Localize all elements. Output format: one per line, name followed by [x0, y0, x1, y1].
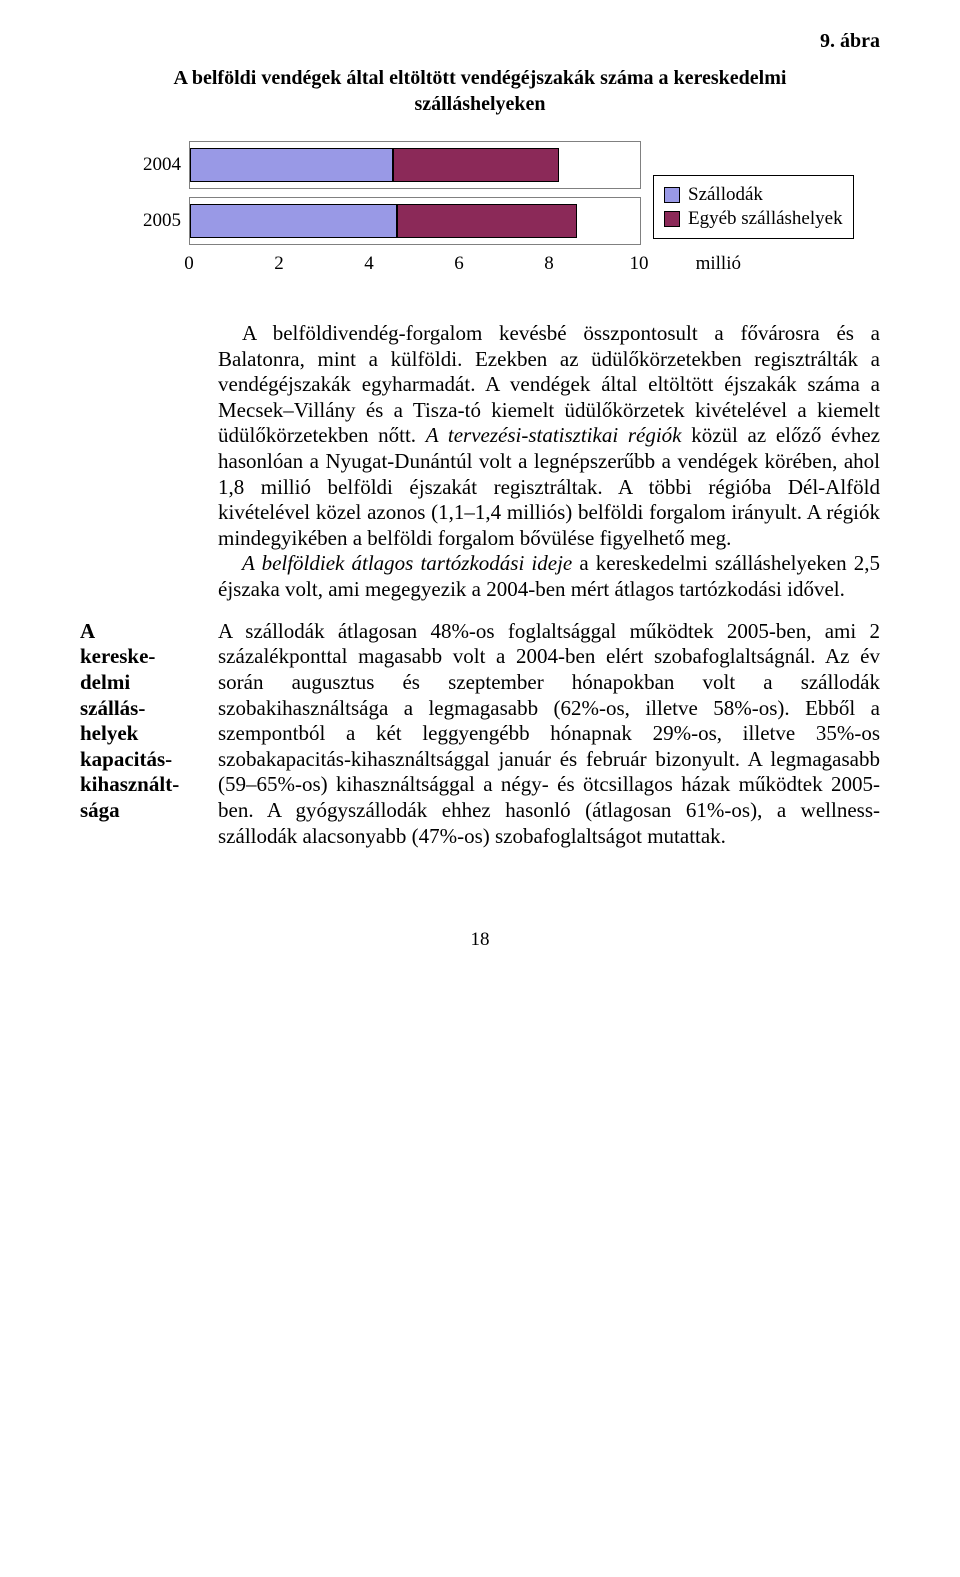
chart-plot: 2004 2005 0 2 4 6 8 10 mil: [136, 133, 641, 281]
paragraph-2: A belföldiek átlagos tartózkodási ideje …: [218, 551, 880, 602]
sidebar-heading: Akereske-delmiszállás-helyekkapacitás-ki…: [80, 619, 218, 824]
figure-label: 9. ábra: [80, 30, 880, 53]
legend-item-1: Egyéb szálláshelyek: [664, 208, 843, 230]
chart-legend: Szállodák Egyéb szálláshelyek: [653, 175, 854, 239]
x-tick-3: 6: [454, 253, 464, 275]
chart-title: A belföldi vendégek által eltöltött vend…: [120, 65, 840, 117]
legend-item-0: Szállodák: [664, 184, 843, 206]
x-tick-4: 8: [544, 253, 554, 275]
x-axis-unit: millió: [696, 253, 741, 275]
x-tick-2: 4: [364, 253, 374, 275]
legend-swatch-1: [664, 211, 680, 227]
x-tick-0: 0: [184, 253, 194, 275]
y-label-1: 2005: [136, 210, 189, 232]
x-tick-5: 10: [630, 253, 649, 275]
content-section-2: Akereske-delmiszállás-helyekkapacitás-ki…: [80, 619, 880, 849]
bar-track-0: [189, 141, 641, 189]
bar-seg-1-1: [397, 204, 577, 238]
bar-seg-1-0: [190, 204, 397, 238]
content-section-1: A belföldivendég-forgalom kevésbé összpo…: [80, 321, 880, 603]
chart-area: 2004 2005 0 2 4 6 8 10 mil: [136, 133, 880, 281]
chart-row-2005: 2005: [136, 197, 641, 245]
x-tick-1: 2: [274, 253, 284, 275]
paragraph-3: A szállodák átlagosan 48%-os foglaltságg…: [218, 619, 880, 849]
legend-label-1: Egyéb szálláshelyek: [688, 208, 843, 230]
bar-seg-0-0: [190, 148, 393, 182]
bar-track-1: [189, 197, 641, 245]
x-axis: 0 2 4 6 8 10 millió: [189, 253, 685, 281]
bar-seg-0-1: [393, 148, 560, 182]
y-label-0: 2004: [136, 154, 189, 176]
legend-label-0: Szállodák: [688, 184, 763, 206]
page-number: 18: [80, 929, 880, 951]
paragraph-1: A belföldivendég-forgalom kevésbé összpo…: [218, 321, 880, 551]
legend-swatch-0: [664, 187, 680, 203]
chart-row-2004: 2004: [136, 141, 641, 189]
